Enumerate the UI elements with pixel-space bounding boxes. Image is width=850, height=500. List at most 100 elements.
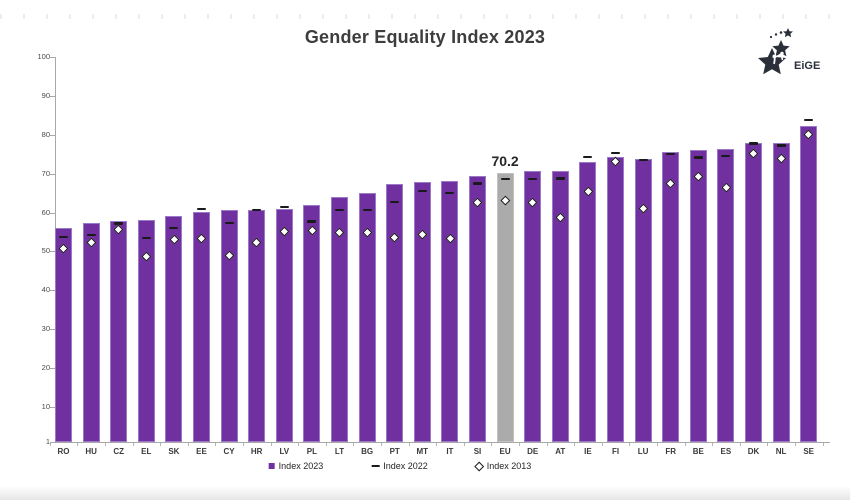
dash-marker — [417, 189, 427, 192]
x-axis-line — [52, 441, 830, 443]
legend-item-index-2023: Index 2023 — [268, 461, 324, 471]
bar — [220, 209, 238, 442]
x-tick-label: LT — [334, 446, 345, 456]
chart-legend: Index 2023 Index 2022 Index 2013 — [268, 461, 532, 471]
dash-marker — [390, 200, 400, 203]
x-tick-mark — [794, 442, 796, 446]
x-tick-mark — [822, 442, 824, 446]
x-tick-mark — [491, 442, 493, 446]
x-tick-mark — [629, 442, 631, 446]
y-tick-mark — [50, 57, 55, 59]
y-tick-label: 10 — [41, 401, 50, 411]
x-tick-label: SK — [168, 446, 180, 456]
bar — [275, 208, 293, 442]
dash-marker — [473, 182, 482, 185]
x-tick-label: DK — [747, 446, 760, 456]
dash-marker — [638, 159, 648, 162]
x-tick-mark — [380, 442, 382, 446]
x-tick-mark — [270, 442, 272, 446]
dash-marker — [611, 151, 620, 154]
dash-marker — [445, 192, 455, 195]
x-tick-mark — [712, 442, 714, 446]
x-tick-mark — [215, 442, 217, 446]
dash-marker — [169, 227, 179, 230]
faint-ruler-dots — [0, 14, 850, 19]
dash-marker — [197, 207, 206, 210]
x-tick-label: EE — [196, 446, 207, 456]
x-tick-label: FR — [665, 446, 677, 456]
y-tick-label: 40 — [41, 285, 50, 295]
x-tick-mark — [49, 442, 51, 446]
x-tick-mark — [601, 442, 603, 446]
x-tick-label: HU — [85, 446, 97, 456]
dash-marker — [666, 152, 676, 156]
x-tick-mark — [160, 442, 162, 446]
x-tick-label: SE — [803, 446, 815, 456]
dash-marker — [583, 155, 593, 159]
y-tick-mark — [50, 134, 55, 136]
bar — [524, 170, 542, 442]
x-tick-label: IT — [446, 446, 454, 456]
dash-marker — [335, 209, 344, 212]
diamond-marker-icon — [474, 461, 485, 471]
dash-marker — [362, 208, 372, 211]
bar — [717, 148, 735, 442]
x-tick-mark — [739, 442, 741, 446]
x-tick-mark — [546, 442, 548, 446]
x-tick-mark — [104, 442, 106, 446]
dash-marker — [776, 144, 786, 147]
dash-marker — [693, 156, 703, 159]
x-tick-label: CY — [223, 446, 235, 456]
purple-square-icon — [268, 463, 275, 469]
dash-marker — [500, 178, 510, 181]
x-tick-mark — [408, 442, 410, 446]
dash-marker — [804, 118, 814, 121]
x-tick-label: EL — [141, 446, 152, 456]
x-tick-label: DE — [527, 446, 539, 456]
y-tick-mark — [50, 406, 55, 408]
x-tick-label: EU — [499, 446, 511, 456]
dash-marker — [749, 142, 758, 145]
bar — [165, 215, 183, 442]
x-tick-mark — [132, 442, 134, 446]
chart-title: Gender Equality Index 2023 — [304, 27, 546, 47]
legend-item-index-2013: Index 2013 — [474, 461, 532, 471]
x-tick-label: MT — [416, 446, 429, 456]
bar — [634, 159, 652, 442]
dash-marker-icon — [371, 465, 380, 467]
x-tick-mark — [77, 442, 79, 446]
legend-label: Index 2013 — [486, 461, 532, 471]
bar — [303, 205, 321, 442]
x-tick-label: HR — [250, 446, 263, 456]
bar — [413, 182, 431, 442]
x-tick-label: RO — [57, 446, 70, 456]
y-tick-mark — [50, 367, 55, 369]
x-tick-label: LU — [637, 446, 649, 456]
y-tick-mark — [50, 212, 55, 214]
eige-logo-text: EiGE — [794, 60, 820, 72]
bar — [551, 170, 569, 442]
x-tick-label: ES — [720, 446, 732, 456]
dash-marker — [555, 177, 565, 180]
legend-label: Index 2022 — [383, 461, 428, 471]
eu-value-label: 70.2 — [491, 153, 519, 169]
bar — [745, 143, 762, 442]
y-tick-label: 70 — [41, 168, 50, 178]
y-tick-mark — [50, 329, 55, 331]
bar — [386, 183, 404, 442]
dash-marker — [114, 222, 124, 225]
x-tick-mark — [242, 442, 244, 446]
legend-label: Index 2023 — [278, 461, 324, 471]
dash-marker — [224, 221, 234, 225]
bar — [358, 192, 376, 442]
dash-marker — [279, 206, 289, 209]
x-tick-label: CZ — [113, 446, 125, 456]
x-tick-mark — [298, 442, 300, 446]
x-tick-label: BG — [361, 446, 374, 456]
x-tick-label: FI — [611, 446, 620, 456]
bar — [441, 180, 459, 442]
bar — [772, 143, 790, 442]
y-tick-label: 90 — [41, 91, 50, 101]
y-tick-mark — [50, 96, 55, 98]
